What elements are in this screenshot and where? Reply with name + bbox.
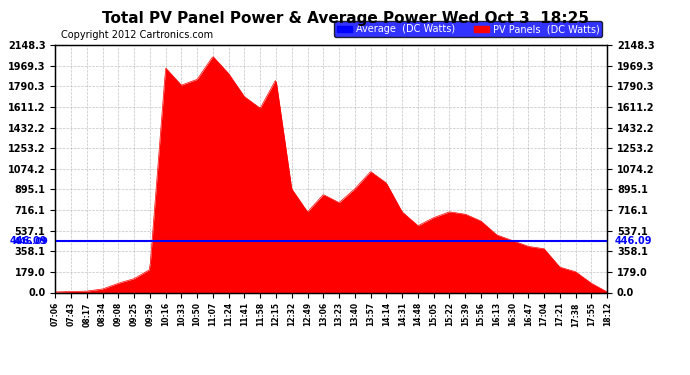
Text: Copyright 2012 Cartronics.com: Copyright 2012 Cartronics.com (61, 30, 213, 40)
Legend: Average  (DC Watts), PV Panels  (DC Watts): Average (DC Watts), PV Panels (DC Watts) (334, 21, 602, 37)
Text: 446.09: 446.09 (614, 236, 651, 246)
Text: Total PV Panel Power & Average Power Wed Oct 3  18:25: Total PV Panel Power & Average Power Wed… (101, 11, 589, 26)
Text: 446.09: 446.09 (13, 237, 48, 246)
Text: 446.09: 446.09 (10, 236, 48, 246)
